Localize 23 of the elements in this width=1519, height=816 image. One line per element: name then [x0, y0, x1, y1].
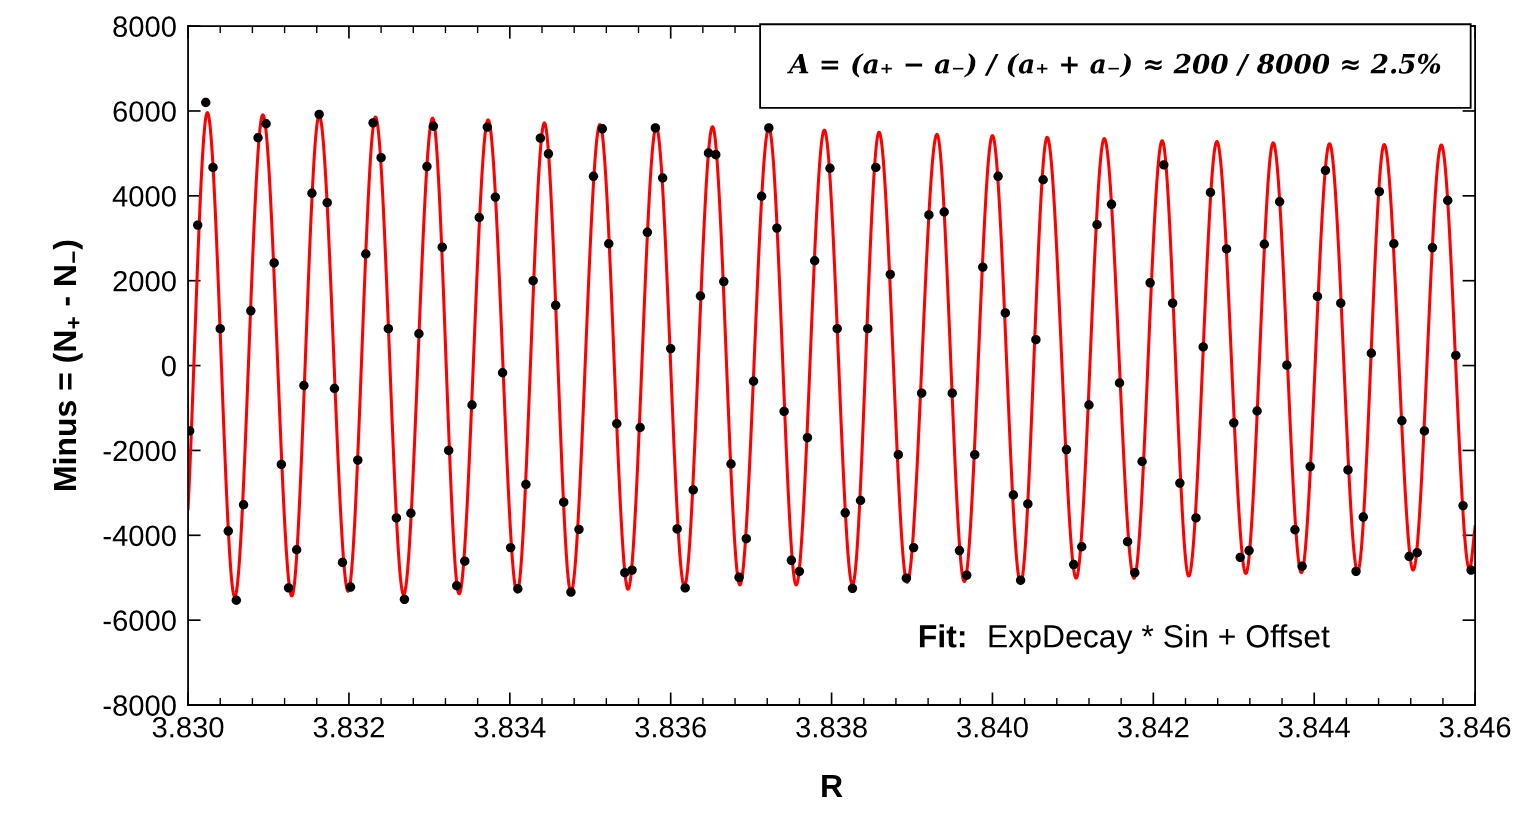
y-tick-label: 6000 — [113, 101, 176, 122]
y-tick-label: 8000 — [113, 16, 176, 37]
annotation: A = (a₊ − a₋) / (a₊ + a₋) ≈ 200 / 8000 ≈ 2.5% — [787, 53, 1441, 78]
x-tick-label: 3.834 — [474, 716, 546, 738]
y-tick-label: 2000 — [113, 270, 176, 292]
y-tick-label: -4000 — [103, 525, 176, 547]
y-tick-label: 0 — [161, 355, 176, 377]
annotation: ExpDecay * Sin + Offset — [989, 624, 1330, 654]
x-tick-label: 3.830 — [152, 716, 224, 738]
y-tick-label: -2000 — [103, 440, 176, 462]
y-axis-title: Minus = (N$_{+}$ - N$_{−}$) — [52, 240, 83, 490]
x-tick-label: 3.832 — [313, 716, 384, 738]
x-tick-label: 3.836 — [635, 716, 706, 738]
annotation: Fit: — [919, 624, 965, 648]
x-tick-label: 3.846 — [1439, 716, 1511, 738]
x-tick-label: 3.842 — [1117, 716, 1189, 738]
x-tick-label: 3.838 — [796, 716, 867, 738]
y-tick-label: -6000 — [103, 610, 176, 632]
x-tick-label: 3.840 — [957, 716, 1028, 738]
x-tick-label: 3.844 — [1278, 716, 1350, 738]
y-tick-label: -8000 — [103, 695, 176, 716]
x-axis-title: R — [822, 775, 843, 798]
y-tick-label: 4000 — [112, 186, 176, 207]
